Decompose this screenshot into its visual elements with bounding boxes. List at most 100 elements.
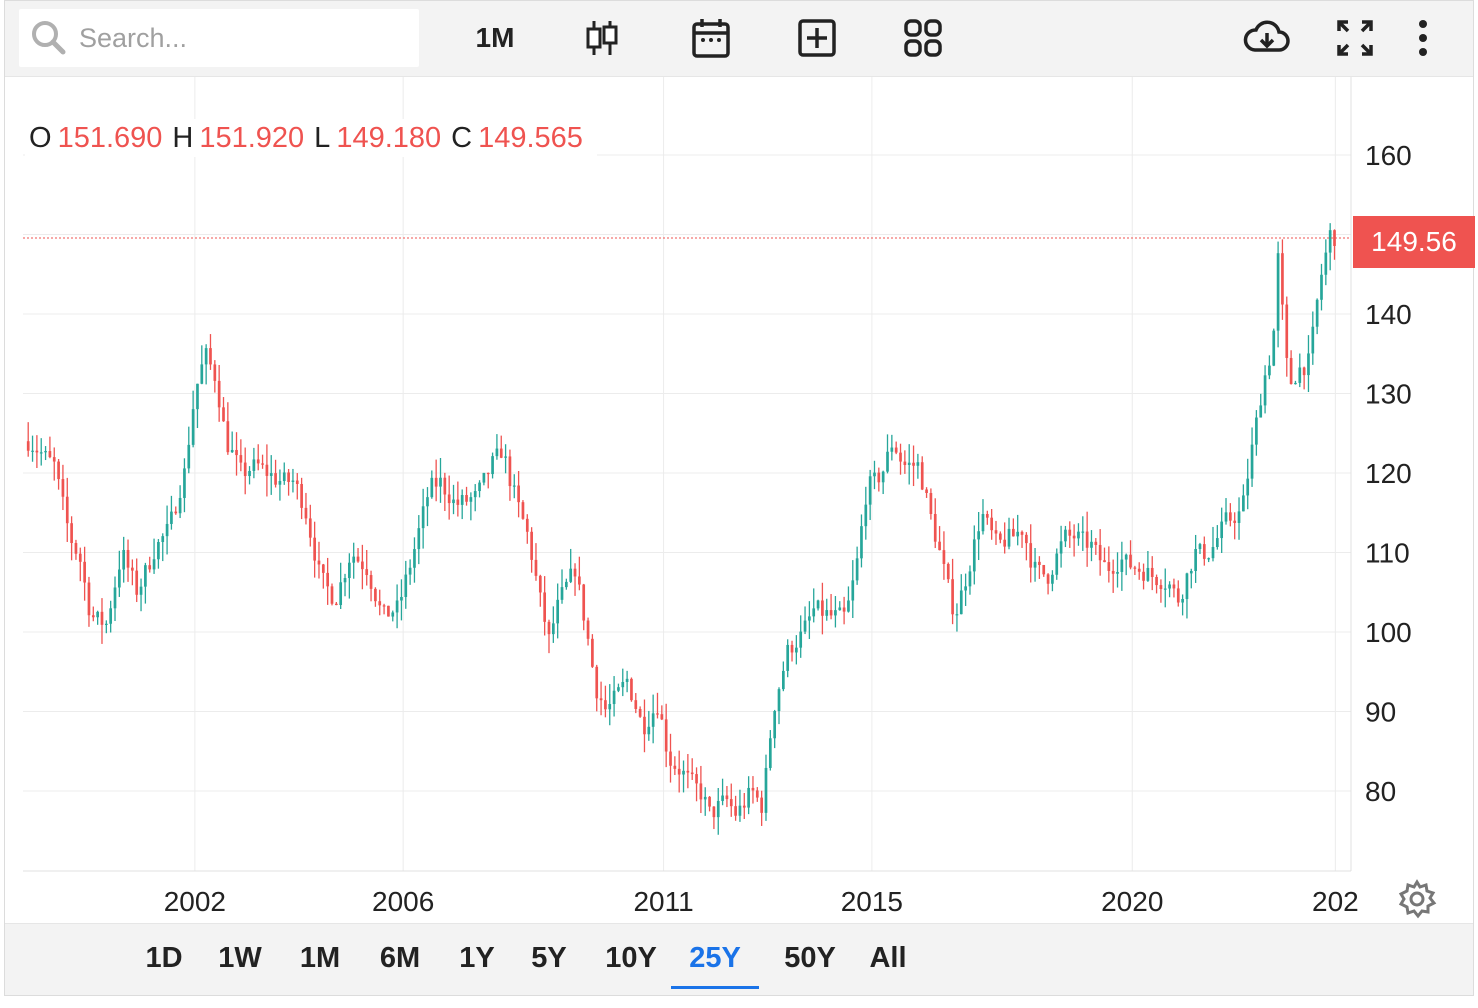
- range-button-5y[interactable]: 5Y: [531, 942, 567, 974]
- price-chart[interactable]: 2002 2006 2011 2015 2020 202 1601401301201101…: [5, 77, 1473, 925]
- search-input[interactable]: [77, 21, 401, 55]
- candle-body: [491, 456, 494, 475]
- candle-body: [26, 441, 30, 451]
- candle-body: [977, 531, 980, 540]
- high-label: H: [172, 121, 194, 154]
- candle-body: [925, 489, 928, 494]
- candle-body: [638, 708, 642, 717]
- candle-body: [868, 476, 872, 505]
- candle-body: [269, 473, 273, 476]
- candle-body: [682, 770, 685, 775]
- candle-body: [799, 631, 803, 648]
- candle-body: [821, 600, 824, 616]
- candle-body: [1094, 541, 1098, 545]
- candle-body: [738, 805, 742, 816]
- candle-body: [1150, 567, 1154, 577]
- candle-body: [773, 711, 777, 739]
- candle-body: [1059, 541, 1063, 554]
- candle-body: [70, 523, 73, 544]
- candle-body: [439, 477, 442, 487]
- range-button-1y[interactable]: 1Y: [459, 942, 495, 974]
- candle-body: [760, 797, 763, 813]
- candle-body: [256, 459, 260, 464]
- candle-body: [1181, 599, 1184, 603]
- candle-body: [217, 380, 221, 408]
- candle-body: [1276, 253, 1280, 331]
- more-icon: [1419, 20, 1427, 56]
- candle-body: [912, 462, 915, 466]
- candle-body: [413, 549, 416, 568]
- range-button-50y[interactable]: 50Y: [784, 942, 836, 974]
- interval-button[interactable]: 1M: [475, 22, 515, 53]
- y-tick-label: 80: [1365, 776, 1396, 807]
- date-range-button[interactable]: [683, 13, 739, 63]
- x-tick-label: 2015: [841, 886, 903, 917]
- candle-body: [591, 638, 594, 667]
- search-box[interactable]: [19, 9, 419, 67]
- y-tick-label: 90: [1365, 697, 1396, 728]
- candle-body: [777, 689, 781, 712]
- candle-body: [1072, 535, 1076, 539]
- candle-body: [1268, 365, 1271, 376]
- fullscreen-button[interactable]: [1327, 13, 1383, 63]
- candle-body: [1250, 444, 1254, 479]
- candle-body: [317, 560, 321, 565]
- more-button[interactable]: [1405, 13, 1441, 63]
- candle-body: [148, 565, 152, 570]
- candle-body: [1064, 529, 1067, 542]
- candle-body: [187, 444, 191, 469]
- candle-body: [530, 531, 533, 560]
- candle-body: [560, 587, 564, 600]
- range-button-all[interactable]: All: [869, 942, 907, 974]
- layout-button[interactable]: [895, 13, 951, 63]
- candle-body: [65, 496, 69, 524]
- candle-body: [430, 477, 434, 498]
- close-label: C: [451, 121, 473, 154]
- x-tick-label: 2020: [1101, 886, 1163, 917]
- candle-body: [465, 495, 468, 502]
- candle-body: [994, 530, 998, 534]
- candle-body: [1098, 544, 1102, 561]
- candle-body: [1207, 558, 1210, 560]
- low-value: 149.180: [336, 121, 442, 154]
- candle-body: [300, 483, 303, 508]
- candle-body: [1298, 367, 1302, 383]
- candle-body: [365, 569, 369, 576]
- candle-body: [1042, 564, 1046, 575]
- range-button-6m[interactable]: 6M: [379, 942, 421, 974]
- candle-body: [768, 738, 772, 768]
- candle-body: [348, 562, 351, 579]
- candle-body: [586, 620, 590, 639]
- range-button-25y[interactable]: 25Y: [671, 942, 759, 989]
- range-button-10y[interactable]: 10Y: [605, 942, 657, 974]
- candle-body: [152, 559, 156, 570]
- candle-body: [660, 714, 664, 720]
- candle-body: [1107, 562, 1111, 571]
- range-button-1w[interactable]: 1W: [218, 942, 262, 974]
- candle-body: [326, 572, 330, 587]
- candle-body: [417, 528, 421, 550]
- chart-type-button[interactable]: [577, 13, 627, 63]
- gear-icon[interactable]: [1397, 879, 1437, 919]
- candle-body: [1020, 531, 1024, 535]
- candle-body: [512, 485, 516, 487]
- candle-body: [157, 542, 160, 560]
- candle-body: [252, 459, 256, 471]
- candle-body: [1328, 230, 1332, 253]
- range-button-1m[interactable]: 1M: [299, 942, 341, 974]
- range-button-1d[interactable]: 1D: [145, 942, 183, 974]
- download-button[interactable]: [1239, 13, 1295, 63]
- candle-body: [686, 770, 690, 773]
- candle-body: [1333, 230, 1336, 246]
- candle-body: [400, 596, 403, 601]
- candle-body: [183, 468, 186, 498]
- y-tick-label: 160: [1365, 140, 1412, 171]
- candle-body: [881, 471, 885, 483]
- candle-body: [751, 787, 755, 791]
- candle-body: [395, 600, 399, 613]
- candle-body: [551, 623, 555, 635]
- candle-body: [100, 611, 104, 625]
- add-indicator-button[interactable]: [789, 13, 845, 63]
- candle-body: [1233, 520, 1237, 523]
- last-price-tag: 149.56: [1353, 216, 1475, 268]
